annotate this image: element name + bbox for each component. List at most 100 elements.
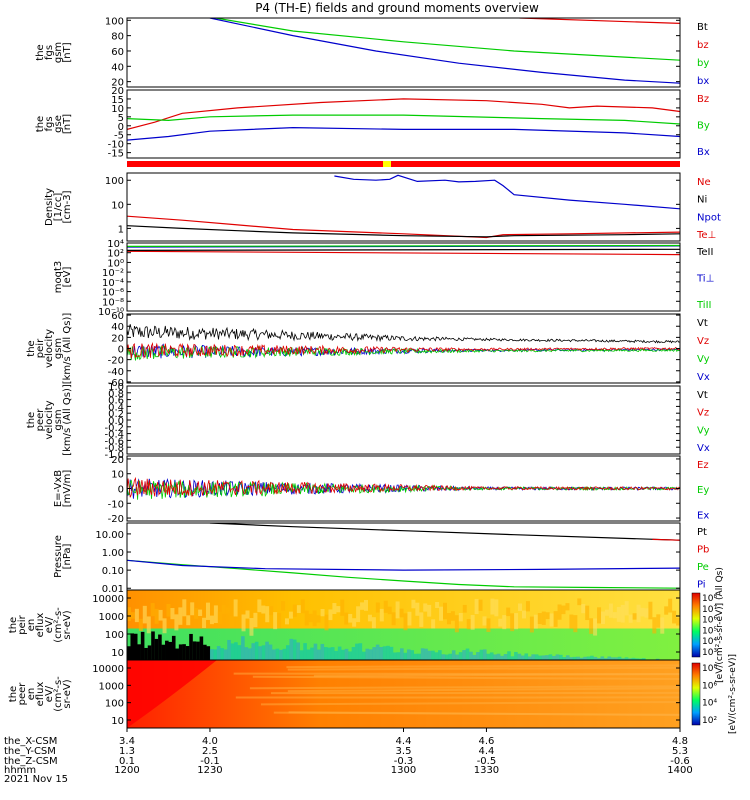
heatmap-cell bbox=[400, 648, 404, 660]
heatmap-cell bbox=[486, 653, 491, 660]
legend-entry: Npot bbox=[697, 212, 721, 223]
series-by bbox=[215, 18, 680, 61]
heatmap-cell bbox=[517, 653, 522, 660]
y-tick-label: 20 bbox=[111, 455, 124, 466]
heatmap-cell bbox=[272, 649, 276, 660]
heatmap-cell bbox=[162, 618, 167, 634]
heatmap-cell bbox=[510, 656, 515, 660]
heatmap-cell bbox=[261, 645, 266, 660]
heatmap-cell bbox=[454, 615, 459, 633]
heatmap-cell bbox=[431, 650, 435, 660]
heatmap-cell bbox=[216, 646, 221, 660]
heatmap-cell bbox=[178, 644, 183, 660]
x-axis: 3.41.30.112004.02.5-0.112304.43.5-0.3130… bbox=[4, 728, 693, 785]
heatmap-cell bbox=[379, 608, 384, 622]
heatmap-cell bbox=[133, 633, 138, 660]
legend-entry: TeII bbox=[696, 247, 713, 258]
series-Npot bbox=[334, 174, 680, 210]
legend-entry: By bbox=[697, 121, 710, 132]
heatmap-cell bbox=[494, 599, 499, 617]
y-tick-label: -0.6 bbox=[104, 436, 124, 447]
heatmap-cell bbox=[525, 601, 530, 612]
y-tick-label: 100 bbox=[105, 16, 124, 27]
y-axis-label: velocity bbox=[44, 329, 55, 368]
heatmap-cell bbox=[641, 658, 646, 660]
heatmap-cell bbox=[590, 655, 594, 660]
heatmap-cell bbox=[127, 607, 131, 621]
heatmap-cell bbox=[178, 607, 183, 625]
y-tick-label: 10⁻⁸ bbox=[102, 297, 124, 308]
y-axis-label: the bbox=[35, 44, 46, 60]
y-tick-label: 10 bbox=[111, 200, 124, 211]
heatmap-cell bbox=[668, 598, 673, 613]
heatmap-cell bbox=[142, 605, 147, 624]
y-axis-label: [km/s (All Qs)] bbox=[62, 313, 73, 385]
heatmap-cell bbox=[660, 617, 665, 634]
y-axis-label: fgs bbox=[44, 45, 55, 60]
legend-entry: by bbox=[697, 58, 709, 69]
heatmap-cell bbox=[273, 612, 278, 630]
y-tick-label: 1.0 bbox=[108, 382, 124, 393]
heatmap-cell bbox=[500, 655, 504, 660]
y-axis-label: Pressure bbox=[53, 535, 64, 578]
legend-entry: Vy bbox=[697, 425, 710, 436]
heatmap-cell bbox=[604, 609, 609, 616]
y-tick-label: 10⁻⁶ bbox=[102, 288, 124, 299]
heatmap-cell bbox=[127, 646, 131, 660]
heatmap-cell bbox=[534, 654, 539, 660]
heatmap-cell bbox=[391, 612, 396, 626]
heatmap-cell bbox=[387, 606, 392, 615]
heatmap-cell bbox=[253, 612, 258, 628]
legend-entry: Ex bbox=[697, 510, 709, 521]
y-axis-label: gsm bbox=[53, 42, 64, 63]
heatmap-cell bbox=[364, 599, 368, 611]
heatmap-cell bbox=[337, 646, 342, 660]
heatmap-cell bbox=[166, 603, 171, 617]
heatmap-cell bbox=[134, 608, 139, 623]
state-bar-fill bbox=[127, 161, 680, 167]
heatmap-cell bbox=[415, 602, 420, 616]
x-axis-row-label: 2021 Nov 15 bbox=[4, 774, 68, 785]
heatmap-cell bbox=[299, 650, 304, 660]
heatmap-cell bbox=[161, 644, 166, 660]
heatmap-cell bbox=[572, 656, 577, 660]
colorbar-gradient bbox=[691, 662, 701, 726]
x-tick-label: 4.4 bbox=[396, 736, 412, 747]
heatmap-cell bbox=[182, 599, 187, 617]
y-axis-label: [nPa] bbox=[62, 543, 73, 569]
heatmap-cell bbox=[545, 612, 550, 620]
heatmap-cell bbox=[220, 648, 224, 660]
heatmap-cell bbox=[229, 616, 234, 628]
heatmap-cell bbox=[341, 649, 345, 660]
heatmap-cell bbox=[320, 643, 325, 660]
colorbar: 10⁸ 10⁶ 10⁴ 10² [eV/(cm²-s-sr-eV)] bbox=[691, 654, 738, 734]
heatmap-cell bbox=[589, 618, 594, 634]
heatmap-cell bbox=[624, 601, 629, 616]
heatmap-cell bbox=[324, 647, 328, 660]
panel-peer_velocity: 1.00.80.60.40.20.0-0.2-0.4-0.6-0.8-1.0 th… bbox=[26, 382, 710, 461]
heatmap-cell bbox=[282, 648, 287, 660]
heatmap-cell bbox=[552, 655, 556, 660]
heatmap-cell bbox=[138, 618, 143, 632]
y-tick-label: -0.8 bbox=[104, 443, 124, 454]
heatmap-cell bbox=[479, 649, 484, 660]
y-axis-label: eflux bbox=[35, 682, 46, 707]
series-Te⊥ bbox=[127, 250, 680, 256]
y-tick-label: 10⁻⁴ bbox=[102, 278, 124, 289]
heatmap-cell bbox=[245, 610, 250, 619]
panel-density: 100 10 1 Density[1/cc][cm-3] Ne Ni Npot Te⊥ bbox=[44, 172, 721, 242]
heatmap-streak bbox=[252, 675, 681, 681]
heatmap-cell bbox=[420, 648, 425, 660]
heatmap-cell bbox=[403, 613, 408, 631]
y-tick-label: 10000 bbox=[92, 664, 124, 675]
y-tick-label: 100 bbox=[105, 176, 124, 187]
heatmap-cell bbox=[527, 656, 532, 660]
state-bar-marker bbox=[383, 161, 391, 167]
y-axis-label: the bbox=[26, 412, 37, 428]
heatmap-cell bbox=[330, 647, 335, 660]
y-tick-label: -0.4 bbox=[104, 430, 124, 441]
heatmap-cell bbox=[406, 649, 411, 660]
series-Ey bbox=[126, 479, 681, 500]
heatmap-cell bbox=[573, 615, 578, 633]
x-tick-label: -0.1 bbox=[200, 756, 220, 767]
